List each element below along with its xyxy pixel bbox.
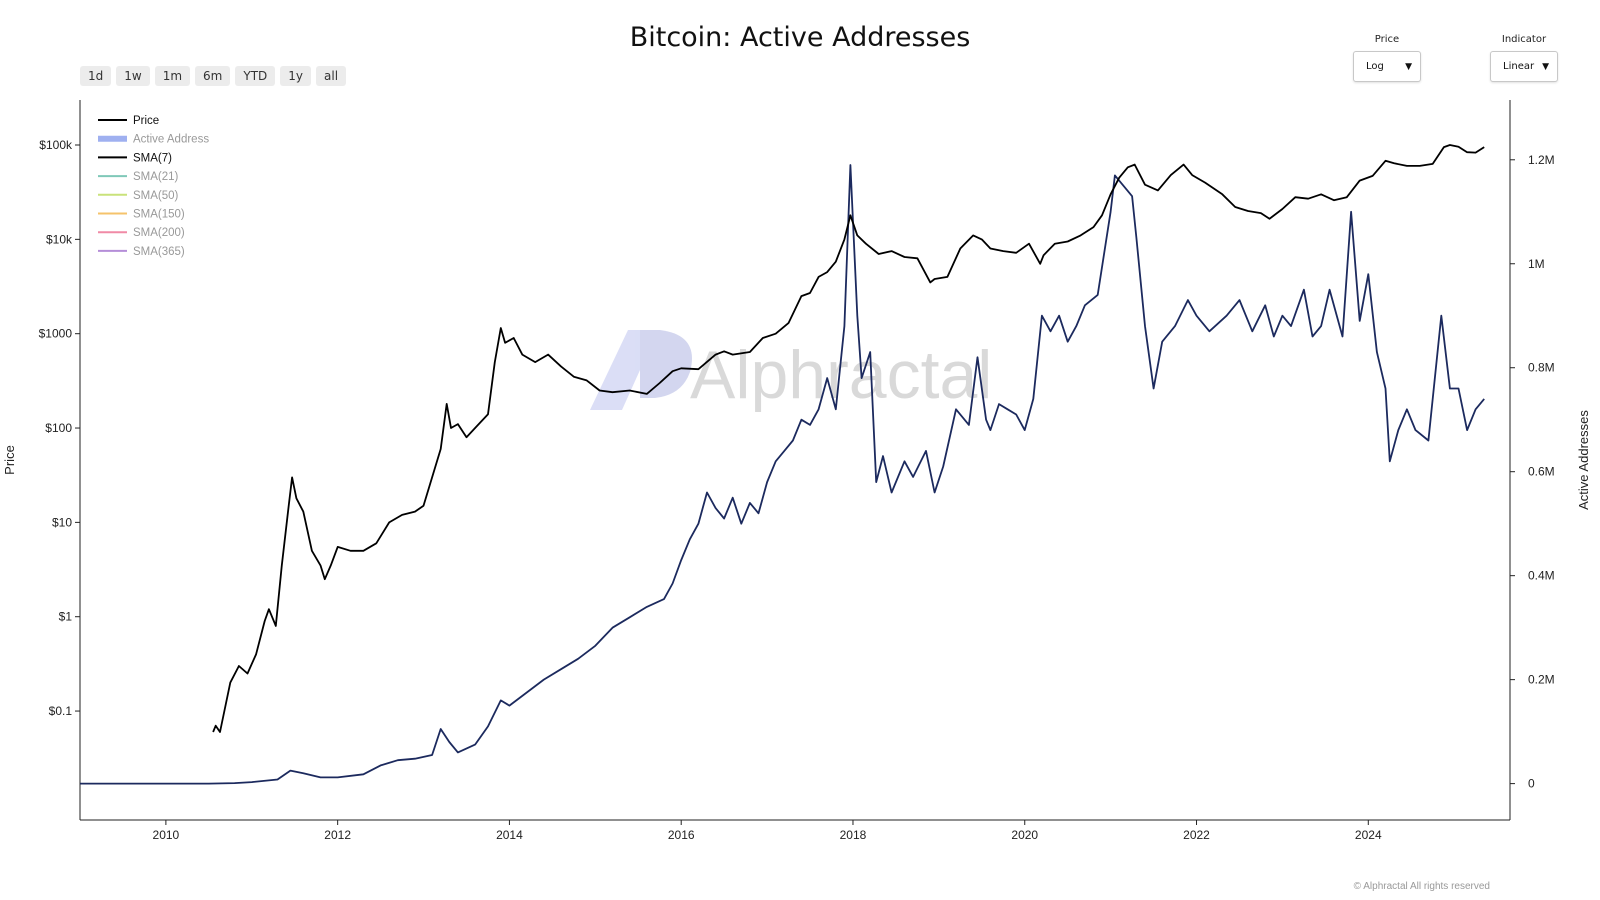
y-left-axis-label: Price bbox=[2, 445, 17, 475]
range-button-all[interactable]: all bbox=[316, 66, 347, 86]
y-left-tick-label: $1000 bbox=[39, 327, 73, 341]
y-left-tick-label: $100 bbox=[45, 421, 72, 435]
chart-title: Bitcoin: Active Addresses bbox=[629, 22, 971, 53]
y-left-tick-label: $10 bbox=[52, 515, 72, 529]
legend-label[interactable]: Price bbox=[133, 115, 159, 127]
x-tick-label: 2010 bbox=[153, 828, 180, 842]
range-button-1y[interactable]: 1y bbox=[280, 66, 312, 86]
x-tick-label: 2016 bbox=[668, 828, 695, 842]
watermark: Alphractal bbox=[590, 330, 992, 413]
y-right-tick-label: 1.2M bbox=[1528, 153, 1555, 167]
range-button-1m[interactable]: 1m bbox=[154, 66, 191, 86]
legend-label[interactable]: SMA(150) bbox=[133, 209, 185, 221]
range-button-ytd[interactable]: YTD bbox=[235, 66, 276, 86]
range-button-1w[interactable]: 1w bbox=[116, 66, 150, 86]
y-right-tick-label: 1M bbox=[1528, 257, 1545, 271]
y-right-tick-label: 0.2M bbox=[1528, 673, 1555, 687]
range-selector: 1d 1w 1m 6m YTD 1y all bbox=[80, 66, 347, 86]
dropdown-arrow-icon: ▼ bbox=[1405, 61, 1412, 72]
watermark-logo-icon bbox=[640, 330, 692, 398]
legend-label[interactable]: SMA(200) bbox=[133, 227, 185, 239]
range-button-1d[interactable]: 1d bbox=[80, 66, 112, 86]
indicator-scale-select[interactable]: Linear ▼ bbox=[1490, 51, 1558, 82]
series-layer bbox=[80, 144, 1485, 785]
axes: 2010 2012 2014 2016 2018 2020 2022 2024 $0.1 $1 $1… bbox=[39, 100, 1555, 842]
legend-label[interactable]: SMA(50) bbox=[133, 190, 179, 202]
y-left-tick-label: $100k bbox=[39, 138, 73, 152]
copyright-text: © Alphractal All rights reserved bbox=[1353, 881, 1490, 892]
indicator-scale-value: Linear bbox=[1503, 61, 1535, 72]
x-tick-label: 2022 bbox=[1183, 828, 1210, 842]
indicator-scale-control: Indicator Linear ▼ bbox=[1490, 34, 1558, 82]
price-scale-value: Log bbox=[1366, 61, 1384, 72]
y-left-tick-label: $10k bbox=[46, 232, 73, 246]
dropdown-arrow-icon: ▼ bbox=[1542, 61, 1549, 72]
y-right-tick-label: 0.6M bbox=[1528, 465, 1555, 479]
legend-label[interactable]: SMA(21) bbox=[133, 171, 179, 183]
price-series-line[interactable] bbox=[212, 144, 1485, 733]
x-tick-label: 2020 bbox=[1011, 828, 1038, 842]
x-tick-label: 2014 bbox=[496, 828, 523, 842]
x-tick-label: 2018 bbox=[840, 828, 867, 842]
indicator-scale-label: Indicator bbox=[1501, 34, 1547, 45]
legend-label[interactable]: Active Address bbox=[133, 134, 209, 146]
y-left-tick-label: $1 bbox=[59, 610, 73, 624]
price-scale-label: Price bbox=[1374, 34, 1400, 45]
price-scale-select[interactable]: Log ▼ bbox=[1353, 51, 1421, 82]
y-right-axis-label: Active Addresses bbox=[1576, 410, 1591, 510]
price-scale-control: Price Log ▼ bbox=[1353, 34, 1421, 82]
legend-label[interactable]: SMA(7) bbox=[133, 152, 172, 164]
y-right-tick-label: 0 bbox=[1528, 777, 1535, 791]
y-right-tick-label: 0.8M bbox=[1528, 361, 1555, 375]
legend: Price Active Address SMA(7) SMA(21) SMA(50) S… bbox=[98, 115, 209, 258]
y-left-tick-label: $0.1 bbox=[49, 704, 73, 718]
active-addresses-series-line[interactable] bbox=[80, 164, 1485, 785]
watermark-logo-icon bbox=[590, 330, 658, 410]
legend-label[interactable]: SMA(365) bbox=[133, 246, 185, 258]
x-tick-label: 2024 bbox=[1355, 828, 1382, 842]
x-tick-label: 2012 bbox=[324, 828, 351, 842]
y-right-tick-label: 0.4M bbox=[1528, 569, 1555, 583]
range-button-6m[interactable]: 6m bbox=[195, 66, 231, 86]
